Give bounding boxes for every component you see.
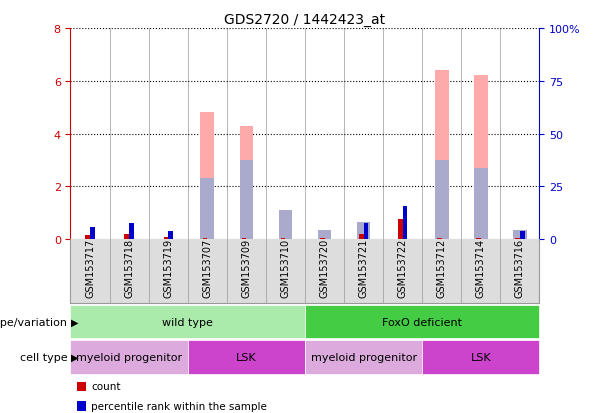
Bar xyxy=(359,235,364,240)
Text: percentile rank within the sample: percentile rank within the sample xyxy=(91,401,267,411)
Title: GDS2720 / 1442423_at: GDS2720 / 1442423_at xyxy=(224,12,386,26)
Bar xyxy=(476,238,481,240)
Text: cell type: cell type xyxy=(20,352,67,362)
Bar xyxy=(168,231,173,240)
Bar xyxy=(474,76,488,240)
Bar xyxy=(90,228,95,240)
Bar xyxy=(357,223,370,240)
Bar xyxy=(200,113,214,240)
Bar xyxy=(278,214,292,240)
Bar xyxy=(281,238,286,240)
Bar xyxy=(437,238,442,240)
Bar xyxy=(124,235,129,240)
Text: LSK: LSK xyxy=(236,352,257,362)
Bar xyxy=(520,231,525,240)
Bar xyxy=(320,238,324,240)
Bar xyxy=(403,206,408,240)
Text: myeloid progenitor: myeloid progenitor xyxy=(311,352,417,362)
Bar xyxy=(513,230,527,240)
Bar xyxy=(200,179,214,240)
Text: count: count xyxy=(91,381,121,391)
Bar xyxy=(474,169,488,240)
Bar xyxy=(435,71,449,240)
Text: genotype/variation: genotype/variation xyxy=(0,317,67,327)
Text: LSK: LSK xyxy=(471,352,491,362)
Bar xyxy=(364,223,368,240)
Bar xyxy=(164,237,168,240)
Bar xyxy=(398,220,403,240)
Bar xyxy=(240,126,253,240)
Bar xyxy=(278,211,292,240)
Bar xyxy=(129,223,134,240)
Bar xyxy=(318,230,332,240)
Bar xyxy=(242,238,246,240)
Bar xyxy=(85,235,90,240)
Text: FoxO deficient: FoxO deficient xyxy=(382,317,462,327)
Text: ▶: ▶ xyxy=(71,352,78,362)
Bar xyxy=(240,161,253,240)
Text: myeloid progenitor: myeloid progenitor xyxy=(76,352,182,362)
Bar xyxy=(515,238,520,240)
Bar xyxy=(435,161,449,240)
Bar xyxy=(202,238,207,240)
Text: wild type: wild type xyxy=(162,317,213,327)
Text: ▶: ▶ xyxy=(71,317,78,327)
